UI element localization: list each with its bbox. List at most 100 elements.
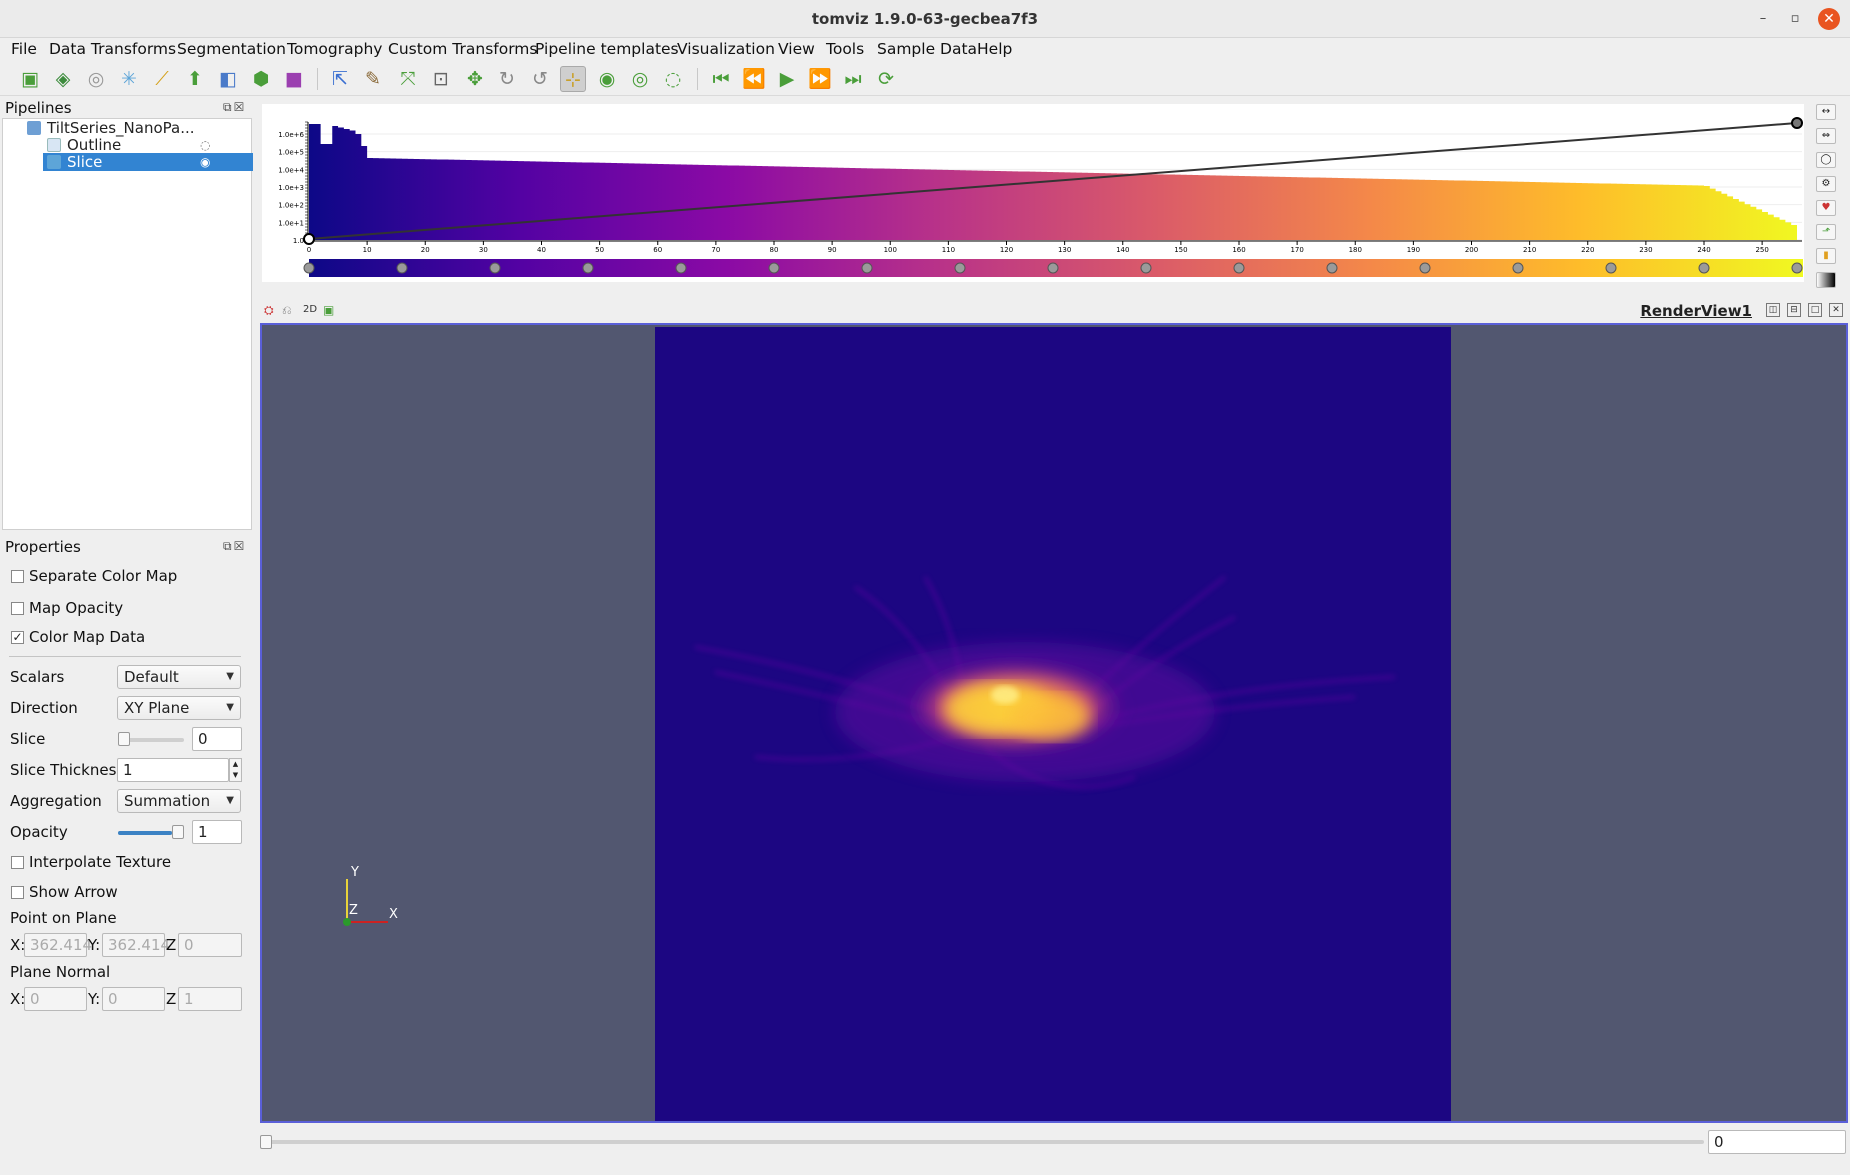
visibility-off-icon[interactable]: ◌ bbox=[200, 138, 211, 152]
show-arrow-label: Show Arrow bbox=[29, 883, 118, 901]
interpolate-texture-checkbox[interactable] bbox=[11, 856, 24, 869]
menu-tomography[interactable]: Tomography bbox=[287, 40, 383, 58]
save-preset-icon[interactable]: ♥ bbox=[1816, 200, 1836, 216]
maximize-icon[interactable]: □ bbox=[1808, 303, 1822, 317]
menu-tools[interactable]: Tools bbox=[826, 40, 865, 58]
volume-module-icon[interactable]: ⬢ bbox=[252, 68, 270, 90]
color-palette-icon[interactable]: ✎ bbox=[365, 68, 381, 90]
first-frame-icon[interactable]: ⏮ bbox=[712, 68, 730, 90]
set-view-direction-icon[interactable]: ✥ bbox=[467, 68, 483, 90]
aggregation-combo[interactable]: Summation ▼ bbox=[117, 789, 241, 813]
grayscale-icon[interactable] bbox=[1816, 272, 1836, 288]
previous-frame-icon[interactable]: ⏪ bbox=[742, 68, 766, 90]
slice-image[interactable] bbox=[655, 327, 1451, 1121]
rotate-plus-90-icon[interactable]: ↻ bbox=[499, 68, 515, 90]
reset-range-icon[interactable]: ↔ bbox=[1816, 104, 1836, 120]
histogram-editor[interactable]: 1.0e+6 1.0e+5 1.0e+4 1.0e+3 1.0e+2 1.0e+1 1.0 … bbox=[262, 104, 1804, 282]
tree-item-slice[interactable]: Slice ◉ bbox=[43, 153, 253, 171]
time-slider[interactable] bbox=[264, 1140, 1704, 1144]
last-frame-icon[interactable]: ⏭ bbox=[844, 68, 862, 90]
reset-camera-icon[interactable]: ⤧ bbox=[400, 68, 416, 90]
reset-center-icon[interactable]: ◉ bbox=[598, 68, 616, 90]
opacity-control-point[interactable] bbox=[1791, 117, 1803, 129]
show-arrow-checkbox[interactable] bbox=[11, 886, 24, 899]
loop-icon[interactable]: ⟳ bbox=[878, 68, 894, 90]
choose-preset-icon[interactable]: ⬏ bbox=[1816, 224, 1836, 240]
close-view-icon[interactable]: ✕ bbox=[1829, 303, 1843, 317]
threshold-icon[interactable]: ⬆ bbox=[187, 68, 203, 90]
slice-thickness-input[interactable]: 1 bbox=[117, 758, 229, 782]
opacity-slider-handle[interactable] bbox=[172, 825, 184, 839]
zoom-to-box-icon[interactable]: ⊡ bbox=[433, 68, 449, 90]
opacity-input[interactable]: 1 bbox=[192, 820, 242, 844]
next-frame-icon[interactable]: ⏩ bbox=[808, 68, 832, 90]
opacity-function-line[interactable] bbox=[308, 122, 1798, 240]
menu-data-transforms[interactable]: Data Transforms bbox=[49, 40, 177, 58]
normal-z-input[interactable]: 1 bbox=[178, 987, 242, 1011]
open-data-icon[interactable]: ▣ bbox=[21, 68, 39, 90]
slice-slider-handle[interactable] bbox=[118, 732, 130, 746]
menu-segmentation[interactable]: Segmentation bbox=[177, 40, 286, 58]
minimize-icon[interactable]: – bbox=[1759, 11, 1767, 26]
tree-item-outline[interactable]: Outline ◌ bbox=[47, 136, 252, 154]
separate-color-map-checkbox[interactable] bbox=[11, 570, 24, 583]
scalars-combo[interactable]: Default ▼ bbox=[117, 665, 241, 689]
slice-thickness-spinner[interactable]: ▲ ▼ bbox=[229, 758, 242, 782]
restore-icon[interactable]: ▫ bbox=[1790, 11, 1800, 26]
close-icon[interactable]: ✕ bbox=[1818, 8, 1840, 30]
menu-visualization[interactable]: Visualization bbox=[677, 40, 775, 58]
pick-center-icon[interactable]: ◎ bbox=[631, 68, 649, 90]
center-axes-icon[interactable]: ⊹ bbox=[560, 66, 586, 92]
slice-input[interactable]: 0 bbox=[192, 727, 242, 751]
custom-range-icon[interactable]: ⇔ bbox=[1816, 128, 1836, 144]
rotate-minus-90-icon[interactable]: ↺ bbox=[532, 68, 548, 90]
screenshot-icon[interactable]: ▣ bbox=[323, 303, 335, 317]
orthogonal-slice-icon[interactable]: ◧ bbox=[219, 68, 237, 90]
colormap-settings-icon[interactable]: ⚙ bbox=[1816, 176, 1836, 192]
rotate-center-icon[interactable]: ◌ bbox=[664, 68, 682, 90]
menu-sample-data[interactable]: Sample Data bbox=[877, 40, 978, 58]
split-horizontal-icon[interactable]: ◫ bbox=[1766, 303, 1780, 317]
histogram-chart[interactable]: 1.0e+61.0e+51.0e+41.0e+31.0e+21.0e+11.0 … bbox=[262, 104, 1804, 282]
toggle-2d-icon[interactable]: 2D bbox=[303, 304, 318, 315]
split-vertical-icon[interactable]: ⊟ bbox=[1787, 303, 1801, 317]
slice-slider[interactable] bbox=[118, 738, 184, 742]
point-y-input[interactable]: 362.414 bbox=[102, 933, 170, 957]
play-icon[interactable]: ▶ bbox=[779, 68, 795, 90]
normal-x-input[interactable]: 0 bbox=[24, 987, 87, 1011]
camera-undo-icon[interactable]: ⎌ bbox=[282, 303, 292, 317]
colormap-preset-icon[interactable]: ▮ bbox=[1816, 248, 1836, 264]
pipelines-dock-buttons[interactable]: ⧉☒ bbox=[223, 100, 247, 114]
colormap-control-points[interactable] bbox=[303, 262, 1803, 274]
slice-module-icon[interactable]: ✳ bbox=[121, 68, 137, 90]
x-tick-label: 140 bbox=[1116, 246, 1129, 254]
renderview-title[interactable]: RenderView1 bbox=[1640, 302, 1752, 320]
normal-y-input[interactable]: 0 bbox=[102, 987, 165, 1011]
menu-help[interactable]: Help bbox=[977, 40, 1013, 58]
map-opacity-checkbox[interactable] bbox=[11, 602, 24, 615]
point-x-input[interactable]: 362.414 bbox=[24, 933, 92, 957]
menu-view[interactable]: View bbox=[778, 40, 815, 58]
segment-module-icon[interactable]: ■ bbox=[285, 68, 303, 90]
menu-file[interactable]: File bbox=[11, 40, 37, 58]
interaction-mode-icon[interactable]: ⇱ bbox=[332, 68, 348, 90]
properties-dock-buttons[interactable]: ⧉☒ bbox=[223, 539, 247, 553]
capture-icon[interactable]: ⛭ bbox=[264, 303, 274, 317]
color-map-data-checkbox[interactable]: ✓ bbox=[11, 630, 24, 644]
point-z-input[interactable]: 0 bbox=[178, 933, 242, 957]
aggregation-label: Aggregation bbox=[10, 792, 102, 810]
direction-combo[interactable]: XY Plane ▼ bbox=[117, 696, 241, 720]
time-input[interactable]: 0 bbox=[1708, 1130, 1846, 1154]
opacity-control-point[interactable] bbox=[303, 233, 315, 245]
menu-custom-transforms[interactable]: Custom Transforms bbox=[388, 40, 538, 58]
outline-module-icon[interactable]: ◈ bbox=[55, 68, 71, 90]
y-tick-label: 1.0e+1 bbox=[278, 219, 304, 227]
menu-pipeline-templates[interactable]: Pipeline templates bbox=[535, 40, 679, 58]
visibility-on-icon[interactable]: ◉ bbox=[200, 155, 211, 169]
ruler-icon[interactable]: ⟋ bbox=[155, 68, 169, 90]
contour-module-icon[interactable]: ◎ bbox=[87, 68, 105, 90]
render-view[interactable]: Y X Z bbox=[260, 323, 1848, 1123]
time-slider-handle[interactable] bbox=[260, 1135, 272, 1149]
tree-item-dataset[interactable]: TiltSeries_NanoPa... bbox=[27, 119, 195, 137]
gradient-opacity-icon[interactable]: ◯ bbox=[1816, 152, 1836, 168]
